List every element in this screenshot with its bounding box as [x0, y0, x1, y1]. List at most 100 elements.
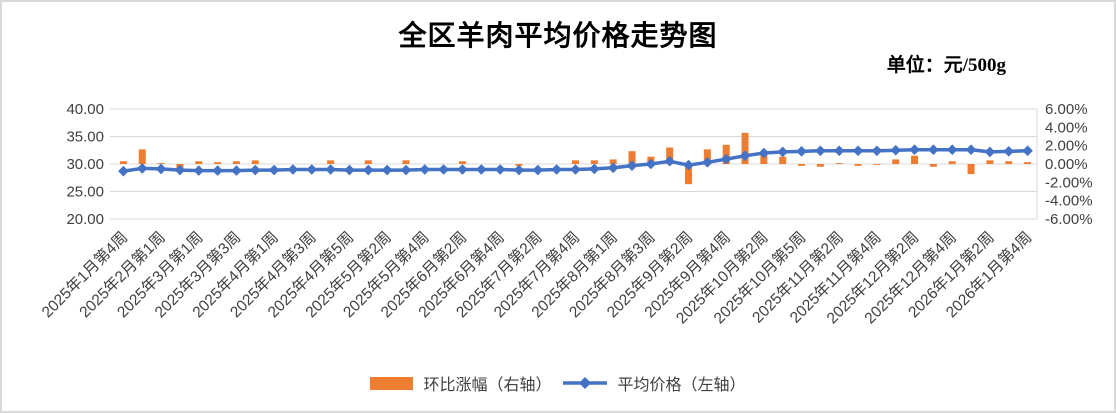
change-bar [685, 164, 693, 185]
price-marker-diamond [513, 164, 525, 176]
change-bar [157, 163, 165, 164]
change-bar [458, 161, 466, 164]
price-marker-diamond [946, 144, 958, 155]
y-axis-right-tick-label: -6.00% [1045, 211, 1093, 228]
price-marker-diamond [909, 144, 920, 155]
price-marker-diamond [287, 164, 299, 175]
price-marker-diamond [306, 164, 318, 175]
price-marker-diamond [193, 165, 205, 176]
price-marker-diamond [249, 164, 261, 176]
y-axis-right-tick-label: 0.00% [1045, 156, 1088, 173]
y-axis-left-tick-label: 20.00 [66, 211, 104, 228]
y-axis-right-tick-label: 6.00% [1045, 101, 1088, 118]
change-bar [138, 149, 146, 164]
price-marker-diamond [702, 157, 713, 168]
y-axis-right-tick-label: -2.00% [1045, 174, 1093, 191]
price-marker-diamond [174, 164, 186, 176]
price-marker-diamond [777, 146, 789, 158]
change-bar [741, 132, 749, 164]
price-marker-diamond [815, 145, 826, 157]
y-axis-right-tick-label: -4.00% [1045, 193, 1093, 210]
price-marker-diamond [796, 146, 807, 157]
y-axis-left-tick-label: 35.00 [66, 129, 104, 146]
change-bar [929, 164, 937, 167]
change-bar [911, 155, 919, 164]
price-marker-diamond [419, 164, 431, 175]
legend-line-marker-icon [562, 377, 607, 389]
price-marker-diamond [720, 153, 732, 165]
price-marker-diamond [645, 158, 657, 170]
change-bar [986, 160, 994, 164]
legend-bar-swatch-icon [370, 376, 414, 390]
price-marker-diamond [212, 165, 223, 176]
change-bar [119, 161, 127, 164]
y-axis-right-tick-label: 4.00% [1045, 119, 1088, 136]
legend: 环比涨幅（右轴） 平均价格（左轴） [2, 371, 1114, 395]
change-bar [628, 151, 636, 164]
price-marker-diamond [589, 163, 600, 175]
legend-bar-series-label: 环比涨幅（右轴） [423, 377, 552, 394]
price-marker-diamond [871, 145, 883, 157]
change-bar [892, 159, 900, 164]
price-marker-diamond [570, 164, 581, 175]
legend-line-swatch-icon [562, 376, 608, 390]
price-marker-diamond [344, 164, 355, 176]
price-marker-diamond [833, 145, 845, 157]
y-axis-left-tick-label: 40.00 [66, 101, 104, 118]
change-bar [703, 149, 711, 164]
y-axis-left-tick-label: 25.00 [66, 184, 104, 201]
price-marker-diamond [551, 164, 562, 175]
price-marker-diamond [457, 164, 468, 175]
price-marker-diamond [683, 159, 694, 171]
change-bar [251, 160, 259, 164]
change-bar [798, 164, 806, 166]
price-marker-diamond [494, 164, 506, 175]
y-axis-right-tick-label: 2.00% [1045, 138, 1088, 155]
price-marker-diamond [965, 144, 977, 155]
price-marker-diamond [1003, 146, 1015, 157]
price-marker-diamond [739, 150, 751, 162]
price-marker-diamond [400, 164, 412, 176]
price-marker-diamond [136, 163, 148, 174]
price-marker-diamond [626, 160, 638, 171]
change-bar [327, 160, 335, 164]
change-bar [666, 147, 674, 164]
price-marker-diamond [381, 164, 393, 176]
price-marker-diamond [532, 164, 544, 176]
change-bar [1005, 161, 1013, 164]
price-marker-diamond [928, 144, 939, 155]
price-marker-diamond [325, 164, 336, 175]
price-marker-diamond [118, 165, 129, 177]
price-marker-diamond [476, 164, 487, 175]
price-marker-diamond [852, 145, 864, 157]
price-marker-diamond [231, 165, 242, 176]
change-bar [760, 153, 768, 164]
unit-label: 单位：元/500g [886, 55, 1006, 76]
legend-line-series-label: 平均价格（左轴） [617, 377, 746, 394]
price-marker-diamond [1022, 145, 1033, 157]
change-bar [590, 160, 598, 164]
price-marker-diamond [664, 155, 675, 167]
change-bar [402, 160, 410, 164]
change-bar [364, 160, 372, 164]
price-marker-diamond [362, 164, 374, 176]
change-bar [873, 164, 881, 165]
change-bar [195, 161, 203, 164]
price-marker-diamond [607, 162, 619, 174]
price-marker-diamond [890, 144, 902, 156]
y-axis-left-tick-label: 30.00 [66, 156, 104, 173]
change-bar [816, 164, 824, 167]
change-bar [779, 156, 787, 164]
change-bar [948, 161, 956, 164]
price-marker-diamond [438, 164, 449, 175]
change-bar [572, 160, 579, 164]
change-bar [835, 163, 843, 164]
change-bar [967, 164, 975, 175]
chart-title: 全区羊肉平均价格走势图 [398, 21, 718, 52]
price-marker-diamond [155, 163, 167, 175]
change-bar [854, 164, 862, 166]
price-marker-diamond [758, 147, 770, 159]
price-marker-diamond [984, 146, 996, 158]
